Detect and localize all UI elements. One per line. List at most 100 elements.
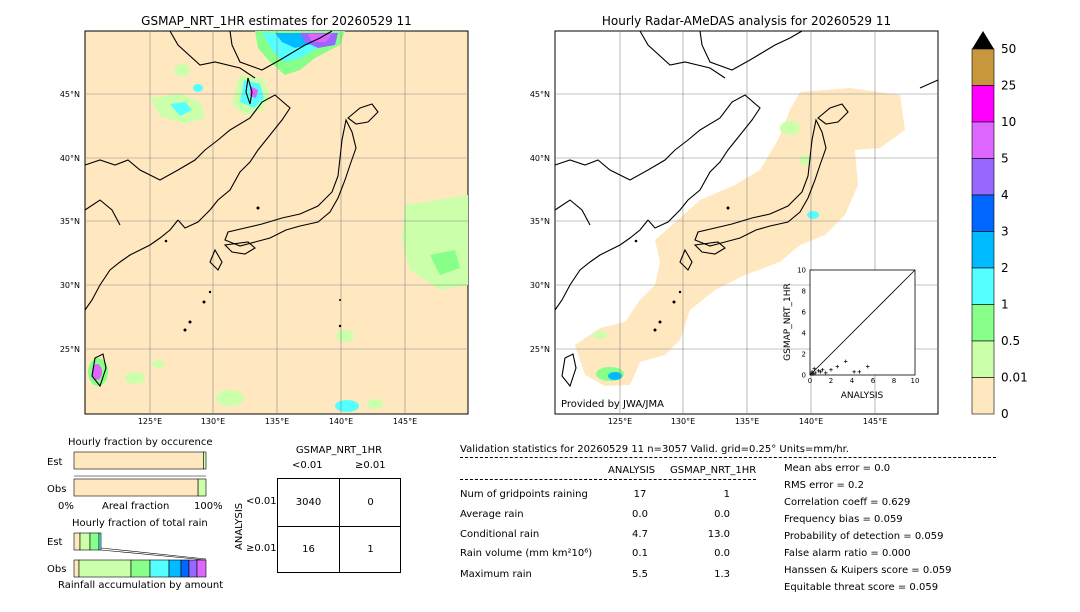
scatter-xtick: 8 [892,377,896,385]
score: Probability of detection = 0.059 [784,531,944,542]
score: Hanssen & Kuipers score = 0.059 [784,565,952,576]
colorbar-swatch [971,304,995,342]
lon-label: 125°E [138,417,162,426]
occurrence-bar-seg [203,451,207,470]
lon-label: 140°E [329,417,353,426]
lat-label: 40°N [530,154,550,163]
stat-gsmap: 0.0 [714,548,730,559]
lon-label: 130°E [671,417,695,426]
colorbar-label: 3 [1001,225,1009,239]
lon-label: 130°E [201,417,225,426]
contingency-col-header: ≥0.01 [355,460,386,471]
scatter-point [843,359,848,364]
colorbar: 50 25 10 5 4 3 2 1 0.5 0.01 0 [971,31,1028,421]
tot-obs-seg [168,559,182,578]
scatter-point [852,370,856,374]
left-map-title: GSMAP_NRT_1HR estimates for 20260529 11 [141,14,412,28]
occurrence-bar-seg [197,478,207,497]
lat-label: 35°N [530,217,550,226]
scatter-ytick: 6 [802,309,807,317]
colorbar-label: 0.5 [1001,334,1020,348]
scatter-ytick: 0 [802,372,806,380]
tot-est-label: Est [47,537,63,548]
contingency-cell: 0 [367,497,374,508]
score: Frequency bias = 0.059 [784,514,903,525]
colorbar-label: 50 [1001,42,1016,56]
scatter-xtick: 6 [871,377,876,385]
tot-obs-seg [73,559,80,578]
scatter-xtick: 2 [829,377,833,385]
lat-label: 45°N [60,90,80,99]
colorbar-label: 4 [1001,188,1009,202]
tot-obs-seg [149,559,170,578]
scatter-point [810,370,814,374]
lon-label: 145°E [863,417,887,426]
lat-label: 25°N [60,345,80,354]
scatter-ytick: 2 [802,351,806,359]
colorbar-label: 0.01 [1001,371,1028,385]
total-rain-xlabel: Rainfall accumulation by amount [58,580,224,591]
provider-credit: Provided by JWA/JMA [561,399,664,410]
occurrence-title: Hourly fraction by occurence [68,437,213,448]
right-coastline [554,30,939,388]
colorbar-label: 10 [1001,115,1016,129]
scatter-point [820,367,825,372]
tot-obs-seg [196,559,207,578]
right-map-axis-labels: 45°N 40°N 35°N 30°N 25°N 125°E 130°E 135… [530,90,887,426]
occurrence-bar-seg [73,451,204,470]
scatter-xtick: 0 [808,377,812,385]
tot-est-seg [98,532,102,551]
occurrence-bars [73,451,207,497]
contingency-title: GSMAP_NRT_1HR [295,445,383,456]
scatter-point [857,370,862,374]
colorbar-swatch [971,48,995,86]
occurrence-bar-seg [73,478,199,497]
stat-gsmap: 13.0 [707,529,730,540]
lat-label: 30°N [530,281,550,290]
stat-gsmap: 0.0 [714,509,730,520]
stat-analysis: 5.5 [632,569,648,580]
stats-divider [460,479,756,480]
score: Mean abs error = 0.0 [784,463,891,474]
colorbar-swatch [971,231,995,269]
left-coastline [84,30,379,388]
left-grid [85,31,468,414]
tot-est-seg [89,532,100,551]
lat-label: 40°N [60,154,80,163]
tot-obs-label: Obs [47,564,67,575]
left-islands [164,206,342,332]
contingency-table: 3040 0 16 1 [277,478,401,573]
occ-axis-0: 0% [58,501,74,512]
scatter-ytick: 8 [802,288,806,296]
colorbar-swatch [971,158,995,196]
occ-axis-label: Areal fraction [102,501,170,512]
lon-label: 125°E [608,417,632,426]
colorbar-label: 2 [1001,261,1009,275]
stat-gsmap: 1.3 [714,569,730,580]
tot-obs-seg [78,559,132,578]
scatter-point [812,366,816,371]
colorbar-swatch [971,194,995,232]
scatter-xtick: 4 [850,377,855,385]
occ-obs-label: Obs [47,484,67,495]
stat-analysis: 17 [633,489,647,500]
scatter-point [835,364,840,369]
stat-label: Conditional rain [460,529,540,540]
tot-est-seg [73,532,81,551]
total-rain-title: Hourly fraction of total rain [72,518,208,529]
scatter-point [829,367,833,372]
scatter-ytick: 4 [802,330,807,338]
score: Equitable threat score = 0.059 [784,582,939,593]
lon-label: 140°E [799,417,823,426]
tot-obs-seg [180,559,190,578]
right-grid [555,31,938,414]
lat-label: 45°N [530,90,550,99]
lat-label: 25°N [530,345,550,354]
contingency-row-axis: ANALYSIS [234,502,245,550]
colorbar-swatch [971,377,995,415]
lat-label: 30°N [60,281,80,290]
colorbar-swatch [971,267,995,305]
lon-label: 135°E [265,417,289,426]
score: False alarm ratio = 0.000 [784,548,911,559]
stat-label: Rain volume (mm km²10⁶) [460,548,593,559]
